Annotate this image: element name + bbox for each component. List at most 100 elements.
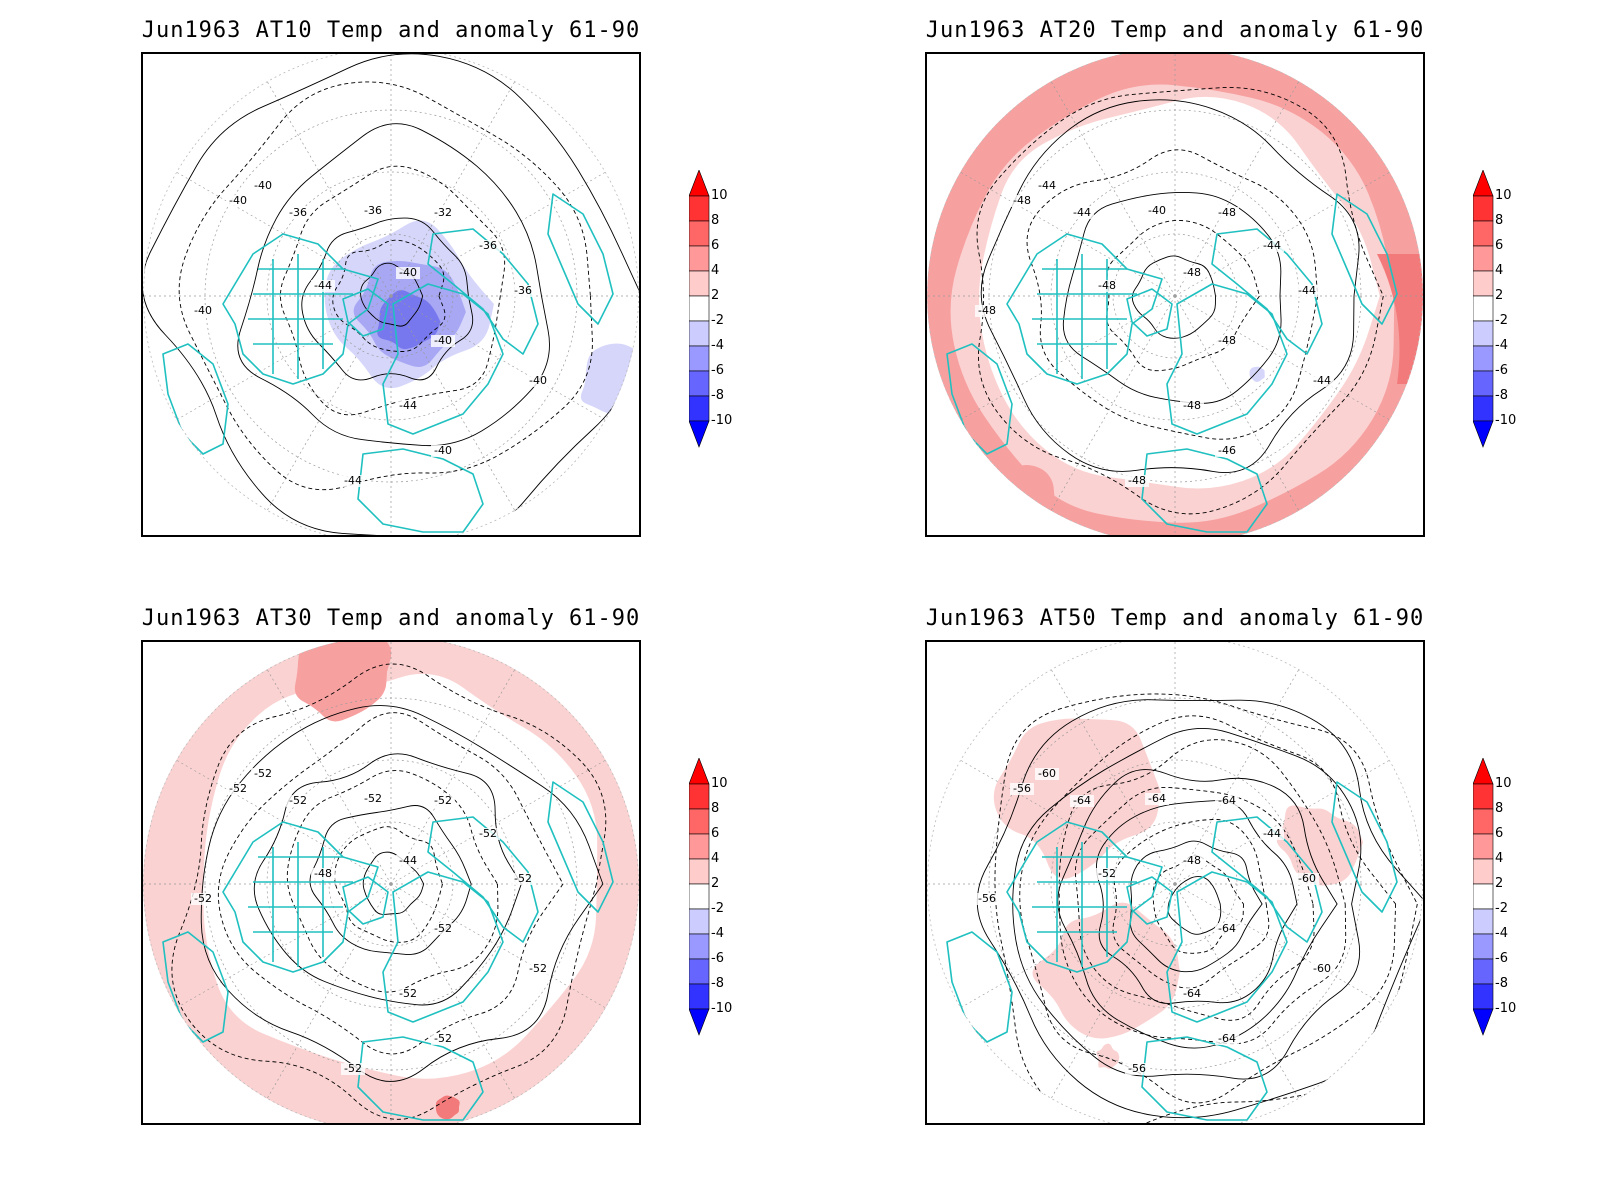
contour-label-bg [1035, 768, 1059, 780]
colorbar-tick-label: -8 [711, 388, 724, 403]
contour-label-bg [1260, 240, 1284, 252]
contour-label: -64 [1183, 987, 1201, 1000]
contour-label-bg [975, 305, 999, 317]
map-content [143, 642, 639, 1123]
contour-label-bg [396, 400, 420, 412]
colorbar-segment [689, 220, 710, 247]
colorbar-segment [689, 345, 710, 372]
contour-label: -36 [364, 204, 382, 217]
colorbar-arrow-bottom [689, 1008, 710, 1036]
greenland-outline [342, 876, 389, 925]
contour-label-bg [396, 855, 420, 867]
contour-label: -64 [1218, 794, 1236, 807]
anomaly-shading [979, 96, 1380, 489]
central-america-outline [162, 343, 229, 455]
contour-line [1152, 854, 1244, 954]
colorbar-segment [689, 933, 710, 960]
map-boundary [143, 54, 639, 535]
map-content [927, 642, 1423, 1123]
contour-label: -44 [344, 474, 362, 487]
africa-outline [357, 1036, 484, 1121]
colorbar-segment [1473, 295, 1494, 322]
colorbar-segment [1473, 320, 1494, 347]
colorbar-segment [1473, 395, 1494, 422]
contour-label-bg [286, 795, 310, 807]
contour-line [994, 693, 1418, 1123]
colorbar-tick-label: 4 [1495, 851, 1504, 866]
contour-label-bg [975, 893, 999, 905]
contour-line [980, 99, 1360, 473]
greenland-outline [1126, 876, 1173, 925]
colorbar-tick-label: 8 [1495, 801, 1504, 816]
map-svg: -52-52-52 -52 -52-52-44-48-52-52-52-52-52-… [143, 642, 639, 1123]
contour-label-bg [431, 1033, 455, 1045]
colorbar-tick-label: 2 [711, 876, 720, 891]
colorbar-segment [689, 245, 710, 272]
contour-label: -44 [1298, 284, 1316, 297]
panel-title: Jun1963 AT10 Temp and anomaly 61-90 [141, 18, 641, 43]
colorbar-tick-label: -8 [1495, 388, 1508, 403]
east-asia-outline [1331, 781, 1398, 913]
colorbar-segment [689, 808, 710, 835]
polar-map: -40 -40 -36 -36 -32 -36 -40 -44 -40 -36 -40 -44 -40-… [141, 52, 641, 537]
contour-label: -64 [1218, 1032, 1236, 1045]
contour-label-bg [361, 205, 385, 217]
contour-label-bg [1310, 963, 1334, 975]
contour-label-bg [191, 305, 215, 317]
contour-label: -52 [344, 1062, 362, 1075]
north-america-outline [222, 233, 379, 385]
contour-label: -40 [434, 444, 452, 457]
colorbar-segment [1473, 933, 1494, 960]
anomaly-shading [435, 1095, 460, 1120]
north-america-outline [1006, 233, 1163, 385]
panel-at50: Jun1963 AT50 Temp and anomaly 61-90 -60-… [925, 588, 1545, 1168]
contour-label-bg [526, 375, 550, 387]
contour-label: -48 [314, 867, 332, 880]
contour-label-bg [511, 873, 535, 885]
contour-label-bg [341, 1063, 365, 1075]
colorbar-segment [1473, 783, 1494, 810]
contour-label: -44 [1038, 179, 1056, 192]
central-america-outline [946, 931, 1013, 1043]
contour-label-bg [361, 793, 385, 805]
contour-label: -44 [1263, 239, 1281, 252]
contour-label: -46 [1218, 444, 1236, 457]
contour-line [334, 826, 443, 943]
contour-label-bg [396, 988, 420, 1000]
contour-label: -44 [1073, 206, 1091, 219]
east-asia-outline [1331, 193, 1398, 325]
contour-label: -60 [1298, 872, 1316, 885]
contour-label-bg [1035, 180, 1059, 192]
colorbar-arrow-bottom [1473, 420, 1494, 448]
colorbar-segment [1473, 220, 1494, 247]
colorbar-tick-label: -6 [711, 951, 724, 966]
colorbar: 10 8 6 4 2 -2 -4 -6 -8 -10 [689, 758, 739, 1038]
north-america-borders [248, 254, 353, 379]
contour-label-bg [251, 768, 275, 780]
colorbar-segment [689, 295, 710, 322]
colorbar-segment [689, 958, 710, 985]
colorbar-tick-label: 6 [711, 826, 720, 841]
north-america-borders [1032, 254, 1137, 379]
colorbar: 10 8 6 4 2 -2 -4 -6 -8 -10 [1473, 758, 1523, 1038]
contour-label: -44 [1313, 374, 1331, 387]
map-content [143, 54, 639, 535]
panel-at30: Jun1963 AT30 Temp and anomaly 61-90 -52-… [141, 588, 761, 1168]
contour-label-bg [1095, 280, 1119, 292]
contour-label: -64 [1073, 794, 1091, 807]
arctic-eurasia-outline [1166, 283, 1288, 435]
contour-line [237, 123, 550, 447]
colorbar-tick-label: 10 [1495, 776, 1512, 791]
colorbar-tick-label: 10 [711, 188, 728, 203]
contour-label: -64 [1148, 792, 1166, 805]
colorbar-arrow-top [689, 170, 710, 197]
contour-label-bg [526, 963, 550, 975]
anomaly-shading [1377, 254, 1423, 384]
contour-line [200, 705, 604, 1082]
colorbar-tick-label: -8 [711, 976, 724, 991]
contour-label-bg [311, 868, 335, 880]
contour-label-bg [1070, 795, 1094, 807]
colorbar-tick-label: -4 [1495, 926, 1508, 941]
contour-label: -60 [1038, 767, 1056, 780]
africa-outline [357, 448, 484, 533]
